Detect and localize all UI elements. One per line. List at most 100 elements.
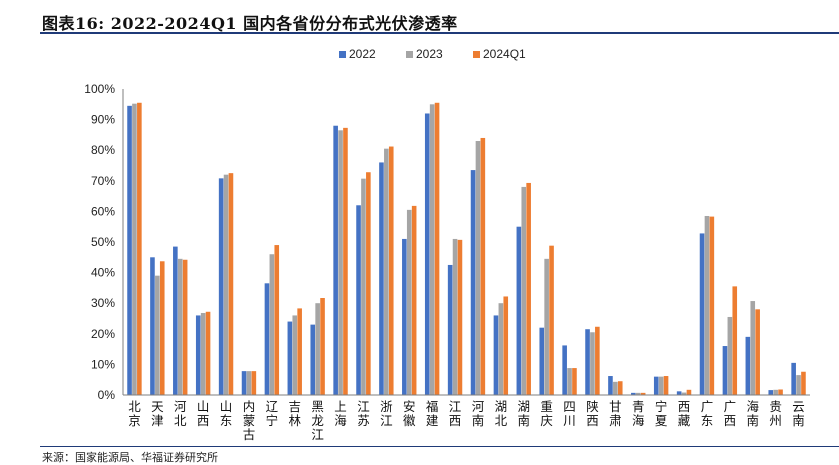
bar-2022-宁夏 <box>653 376 659 395</box>
x-category-label: 西藏 <box>678 399 691 428</box>
bar-2022-上海 <box>333 125 338 395</box>
y-tick-label: 70% <box>91 174 115 188</box>
x-category-label: 河北 <box>174 399 187 428</box>
bar-2022-西藏 <box>676 391 682 395</box>
bar-2024Q1-宁夏 <box>663 376 669 395</box>
bar-2023-辽宁 <box>269 254 275 395</box>
x-category-label: 甘肃 <box>609 399 622 428</box>
bar-2022-河南 <box>470 170 476 395</box>
x-category-label: 黑龙江 <box>311 399 324 442</box>
bar-2022-河北 <box>173 246 178 395</box>
bar-2024Q1-贵州 <box>778 389 783 395</box>
bar-2024Q1-湖北 <box>503 296 509 395</box>
bar-2024Q1-四川 <box>572 368 577 395</box>
bar-2022-四川 <box>562 345 567 395</box>
bar-2023-黑龙江 <box>315 303 320 395</box>
bar-2023-四川 <box>567 368 572 395</box>
x-category-label: 北京 <box>128 399 141 428</box>
bar-2023-湖南 <box>521 186 527 395</box>
legend-label-2024Q1: 2024Q1 <box>483 47 526 61</box>
bar-2022-湖南 <box>516 226 522 395</box>
x-category-label: 贵州 <box>769 399 782 428</box>
x-category-label: 内蒙古 <box>243 399 256 442</box>
x-category-label: 江苏 <box>357 399 370 428</box>
x-category-label: 宁夏 <box>655 399 668 428</box>
bar-2023-福建 <box>429 104 435 396</box>
y-tick-label: 60% <box>91 204 115 218</box>
bar-series-group <box>127 102 806 396</box>
bar-2024Q1-陕西 <box>595 326 600 395</box>
bar-2024Q1-天津 <box>159 261 165 395</box>
x-category-label: 天津 <box>151 399 164 428</box>
bar-2024Q1-福建 <box>434 102 440 396</box>
bar-2023-陕西 <box>590 332 595 395</box>
bar-2022-安徽 <box>402 238 407 395</box>
bar-2024Q1-上海 <box>343 127 348 396</box>
legend-swatch-2023 <box>406 51 413 58</box>
bar-2024Q1-海南 <box>755 309 760 395</box>
y-tick-label: 40% <box>91 266 115 280</box>
bar-2024Q1-山西 <box>205 311 211 395</box>
y-tick-label: 20% <box>91 327 115 341</box>
bar-2024Q1-河南 <box>480 137 486 395</box>
bar-2023-浙江 <box>384 148 389 395</box>
bar-2022-北京 <box>127 105 132 395</box>
bar-2023-甘肃 <box>613 381 618 395</box>
bar-2023-青海 <box>635 392 641 395</box>
x-category-label: 广西 <box>724 399 737 428</box>
bar-2024Q1-广西 <box>732 286 738 395</box>
bar-2023-广东 <box>704 215 710 395</box>
legend-label-2023: 2023 <box>416 47 443 61</box>
bar-2023-内蒙古 <box>246 371 252 395</box>
bar-2022-山东 <box>218 178 224 395</box>
bar-2022-山西 <box>195 315 201 395</box>
bar-2022-湖北 <box>493 315 499 395</box>
y-tick-label: 80% <box>91 143 115 157</box>
bar-2024Q1-北京 <box>137 102 142 396</box>
bar-2024Q1-内蒙古 <box>251 371 257 395</box>
bar-2023-贵州 <box>773 389 778 395</box>
x-category-label: 山西 <box>197 399 210 428</box>
bar-2024Q1-河北 <box>182 259 188 395</box>
x-category-label: 山东 <box>220 399 233 428</box>
x-category-label: 安徽 <box>403 399 416 428</box>
y-tick-label: 10% <box>91 357 115 371</box>
bar-2022-黑龙江 <box>310 324 316 395</box>
bar-2022-福建 <box>424 113 430 395</box>
bar-2024Q1-吉林 <box>297 308 302 395</box>
bar-2023-海南 <box>750 301 756 395</box>
bar-2023-天津 <box>155 275 160 395</box>
x-category-label: 浙江 <box>380 399 393 428</box>
x-category-label: 广东 <box>701 399 714 428</box>
bar-2022-海南 <box>745 336 751 395</box>
x-category-label: 吉林 <box>288 399 301 428</box>
bar-2022-江苏 <box>356 205 361 395</box>
bar-2023-北京 <box>132 103 137 395</box>
bar-2024Q1-甘肃 <box>617 381 623 395</box>
bar-2022-广东 <box>699 233 705 395</box>
bar-2023-吉林 <box>292 315 298 395</box>
legend-swatch-2024Q1 <box>473 51 480 58</box>
footer-rule <box>40 446 839 447</box>
chart-legend: 2022 2023 2024Q1 <box>339 47 526 61</box>
bar-2022-云南 <box>791 362 796 395</box>
x-category-label: 四川 <box>563 399 576 428</box>
bar-2024Q1-云南 <box>801 371 806 395</box>
bar-2022-甘肃 <box>608 376 613 395</box>
bar-2023-河南 <box>475 141 481 395</box>
x-category-label: 湖北 <box>495 399 508 428</box>
bar-2023-广西 <box>727 316 733 395</box>
bar-2024Q1-江苏 <box>366 172 371 395</box>
x-category-label: 青海 <box>632 399 645 428</box>
bar-2024Q1-安徽 <box>411 205 417 395</box>
bar-2023-江苏 <box>361 178 366 395</box>
bar-2023-云南 <box>796 375 801 395</box>
y-tick-label: 50% <box>91 235 115 249</box>
source-note: 来源：国家能源局、华福证券研究所 <box>42 451 218 464</box>
legend-label-2022: 2022 <box>349 47 376 61</box>
x-category-label: 上海 <box>334 399 347 428</box>
bar-2023-山东 <box>223 174 229 395</box>
x-axis: 北京天津河北山西山东内蒙古辽宁吉林黑龙江上海江苏浙江安徽福建江西河南湖北湖南重庆… <box>123 394 810 442</box>
bar-2024Q1-山东 <box>228 173 234 395</box>
